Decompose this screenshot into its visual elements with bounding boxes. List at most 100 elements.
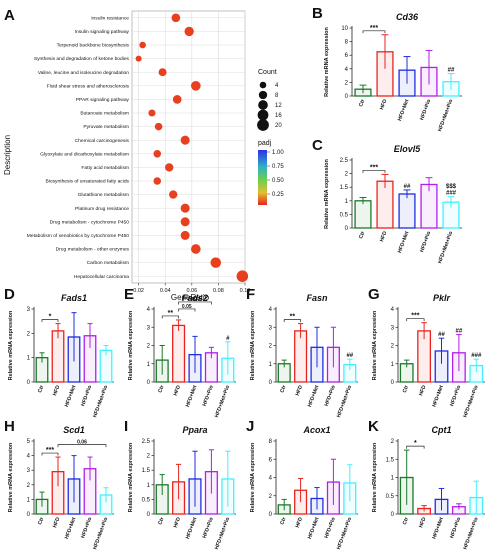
y-axis-label: Relative mRNA expression (128, 310, 134, 380)
x-category-label: HFD+Pio (202, 385, 215, 408)
pathway-label: Synthesis and degradation of ketone bodi… (34, 56, 130, 62)
x-category-label: HFD (173, 384, 182, 396)
panel-letter: I (124, 418, 128, 435)
panel-a-legend: Count 4 8 12 16 20 padj 1.00 0.75 0.50 0.25 (257, 69, 284, 205)
significance-label: # (226, 336, 230, 342)
significance-bracket (41, 319, 59, 323)
padj-tick-label: 0.75 (272, 164, 284, 170)
enrichment-dot (180, 203, 190, 213)
y-tick-label: 0 (391, 512, 395, 518)
gene-title: Fasn (306, 293, 328, 303)
significance-bracket (178, 308, 196, 312)
y-axis-label: Relative mRNA expression (324, 26, 330, 96)
panel-letter: H (4, 418, 15, 435)
significance-bracket (178, 301, 212, 305)
x-category-label: HFD+Pio (419, 231, 432, 254)
panel-a-dots (135, 13, 249, 282)
x-category-label: Ctr (402, 385, 410, 394)
y-tick-label: 2 (345, 172, 349, 178)
y-axis-label: Relative mRNA expression (324, 158, 330, 228)
significance-label: *** (411, 313, 419, 320)
significance-label: ## (346, 353, 353, 359)
gene-title: Elovl5 (394, 144, 422, 154)
y-axis-label: Relative mRNA expression (250, 442, 256, 512)
x-category-label: HFD+Pio (449, 517, 462, 540)
x-category-label: HFD (295, 384, 304, 396)
enrichment-dot (153, 177, 162, 185)
bar-panel-d: D Fads1 Relative mRNA expression 0 1 2 3 Ctr HFD… (4, 286, 114, 418)
x-category-label: Ctr (358, 99, 366, 108)
x-category-label: HFD+Met+Pio (92, 385, 109, 419)
y-tick-label: 4 (269, 307, 273, 313)
significance-bracket (283, 319, 301, 323)
significance-label: ## (448, 68, 455, 74)
y-tick-label: 4 (391, 307, 395, 313)
pathway-label: Fatty acid metabolism (81, 165, 129, 171)
y-tick-label: 1 (391, 362, 395, 368)
y-tick-label: 0.5 (340, 212, 349, 218)
enrichment-dot (180, 230, 190, 240)
y-tick-label: 0 (269, 380, 273, 386)
y-axis-label: Relative mRNA expression (250, 310, 256, 380)
padj-tick-label: 0.50 (272, 178, 284, 184)
x-category-label: HFD+Met (185, 384, 198, 408)
y-tick-label: 2 (147, 344, 151, 350)
gene-title: Cpt1 (432, 425, 452, 435)
y-tick-label: 1 (147, 362, 151, 368)
bar-panel-c: C Elovl5 Relative mRNA expression 0 0.5 1 1.5 2… (312, 137, 462, 264)
x-category-label: HFD+Pio (80, 517, 93, 540)
y-tick-label: 0 (147, 512, 151, 518)
y-tick-label: 0 (345, 226, 349, 232)
y-tick-label: 3 (27, 468, 31, 474)
panel-a-pathway-labels: Insulin resistance Insulin signaling path… (27, 15, 130, 279)
y-tick-label: 1 (27, 497, 31, 503)
y-tick-label: 1 (391, 476, 395, 482)
pathway-label: Platinum drug resistance (75, 206, 129, 212)
y-axis-label: Relative mRNA expression (372, 442, 378, 512)
y-tick-label: 2 (269, 344, 273, 350)
pathway-label: Insulin signaling pathway (75, 29, 130, 35)
x-category-label: HFD+Met (397, 98, 410, 122)
count-legend-dot (257, 109, 269, 121)
y-axis-label: Relative mRNA expression (372, 310, 378, 380)
gene-title: Cd36 (396, 12, 419, 22)
y-tick-label: 2 (391, 344, 395, 350)
panel-a-plot-frame (131, 10, 246, 284)
bar-panel-j: J Acox1 Relative mRNA expression 0 2 4 6 8 Ctr HF… (246, 418, 358, 550)
gene-title: Pklr (433, 293, 451, 303)
gene-title: Scd1 (63, 425, 85, 435)
count-legend-label: 12 (275, 103, 282, 109)
significance-label: $$$ (446, 184, 457, 190)
pathway-label: Hepatocellular carcinoma (74, 274, 129, 280)
significance-bracket (41, 452, 59, 456)
gene-title: Fads2 (182, 293, 208, 303)
significance-label: 0.05 (182, 304, 192, 310)
y-tick-label: 3 (147, 325, 151, 331)
significance-bracket (161, 315, 179, 319)
significance-label: ## (456, 329, 463, 335)
count-legend-label: 20 (275, 123, 282, 129)
y-tick-label: 6 (269, 457, 273, 463)
pathway-label: Butanoate metabolism (80, 111, 129, 117)
pathway-label: Metabolism of xenobiotics by cytochrome … (27, 233, 129, 239)
x-category-label: Ctr (402, 517, 410, 526)
pathway-label: Carbon metabolism (87, 260, 129, 266)
enrichment-dot (154, 122, 163, 131)
padj-legend-title: padj (258, 140, 272, 147)
x-category-label: HFD+Pio (419, 99, 432, 122)
significance-bracket (57, 444, 107, 448)
y-tick-label: 0 (27, 380, 31, 386)
y-tick-label: 0 (345, 94, 349, 100)
enrichment-dot (165, 163, 174, 172)
y-tick-label: 8 (269, 439, 273, 445)
enrichment-dot (169, 190, 178, 199)
x-category-label: HFD (295, 516, 304, 528)
x-category-label: HFD (418, 516, 427, 528)
x-category-label: HFD (379, 98, 388, 110)
bar-hfd-met (398, 193, 416, 229)
panel-letter: B (312, 5, 323, 22)
y-tick-label: 2 (391, 439, 395, 445)
enrichment-dot (180, 135, 190, 145)
y-tick-label: 2.5 (142, 439, 151, 445)
